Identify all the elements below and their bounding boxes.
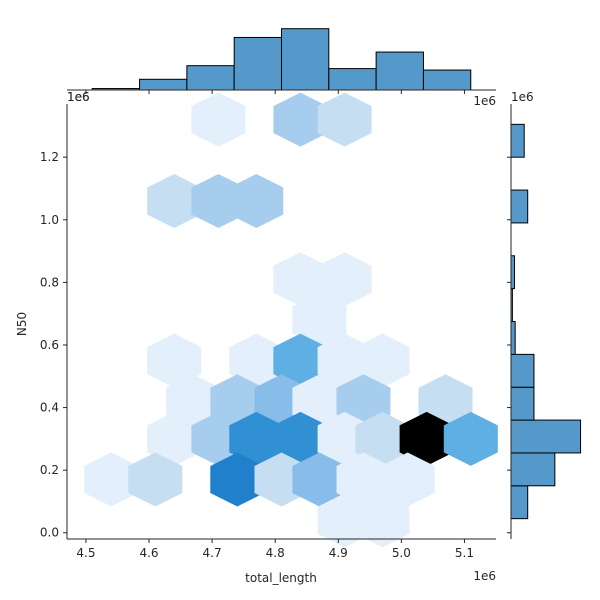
x-axis-label: total_length [245,571,317,585]
hex-cell [336,452,391,507]
hex-cell [399,411,454,466]
x-tick-label: 4.7 [203,546,222,560]
hex-cell [273,333,328,388]
y-tick-label: 0.4 [40,401,59,415]
right-histogram-bar [510,255,515,290]
main-axes [66,104,496,540]
top-histogram-bar [139,78,188,91]
right-histogram-bar [510,485,529,520]
right-histogram-bar [510,452,556,487]
hex-cell [317,92,372,147]
right-histogram-bar [510,419,582,454]
hex-cell [147,411,202,466]
hex-cell [229,174,284,228]
right-marginal-histogram [510,123,582,520]
y-tick-label: 0.6 [40,338,59,352]
y-tick-label: 0.2 [40,463,59,477]
x-tick-label: 5.1 [455,546,474,560]
hex-cell [292,292,347,347]
right-marginal-offset-label: 1e6 [511,90,534,104]
top-histogram-bar [328,68,377,91]
x-tick-label: 5.0 [392,546,411,560]
top-histogram-bar [186,65,235,91]
hex-cell [380,452,435,507]
hex-cell [147,333,202,388]
x-ticks: 4.5 4.6 4.7 4.8 4.9 5.0 5.1 [76,539,474,560]
hex-cell [147,174,202,228]
top-marginal-ticks [85,90,465,94]
hex-cell [443,411,498,466]
y-tick-label: 0.8 [40,275,59,289]
hexbin-plot-area [84,92,498,548]
top-histogram-bar [281,28,330,91]
y-axis-label: N50 [15,312,29,336]
hex-cell [355,493,410,548]
y-ticks: 0.0 0.2 0.4 0.6 0.8 1.0 1.2 [40,150,67,540]
hex-cell [273,92,328,147]
right-histogram-bar [510,386,535,421]
x-tick-label: 4.6 [139,546,158,560]
hex-cell [292,452,347,507]
hex-cell [317,252,372,307]
y-tick-label: 0.0 [40,526,59,540]
top-marginal-histogram [91,28,472,91]
hex-cell [355,411,410,466]
x-tick-label: 4.8 [266,546,285,560]
hex-cell [273,411,328,466]
x-tick-label: 4.9 [329,546,348,560]
hex-cell [84,452,139,507]
hex-cell [210,452,265,507]
hex-cell [191,92,246,147]
y-offset-label: 1e6 [67,90,90,104]
x-offset-label: 1e6 [473,569,496,583]
right-histogram-bar [510,123,525,158]
top-marginal-offset-label-right: 1e6 [473,94,496,108]
y-tick-label: 1.2 [40,150,59,164]
hex-cell [355,333,410,388]
y-tick-label: 1.0 [40,213,59,227]
hex-cell [229,333,284,388]
x-tick-label: 4.5 [76,546,95,560]
top-histogram-bar [375,51,424,91]
right-histogram-bar [510,321,516,355]
top-marginal-offset-label: 1e6 [67,90,90,104]
right-histogram-bar [510,189,529,224]
right-marginal-ticks [507,156,511,534]
hex-cell [128,452,183,507]
right-histogram-bar [510,353,535,388]
hex-cell [273,252,328,307]
top-histogram-bar [422,69,472,91]
top-histogram-bar [233,36,282,91]
hex-cell [229,411,284,466]
